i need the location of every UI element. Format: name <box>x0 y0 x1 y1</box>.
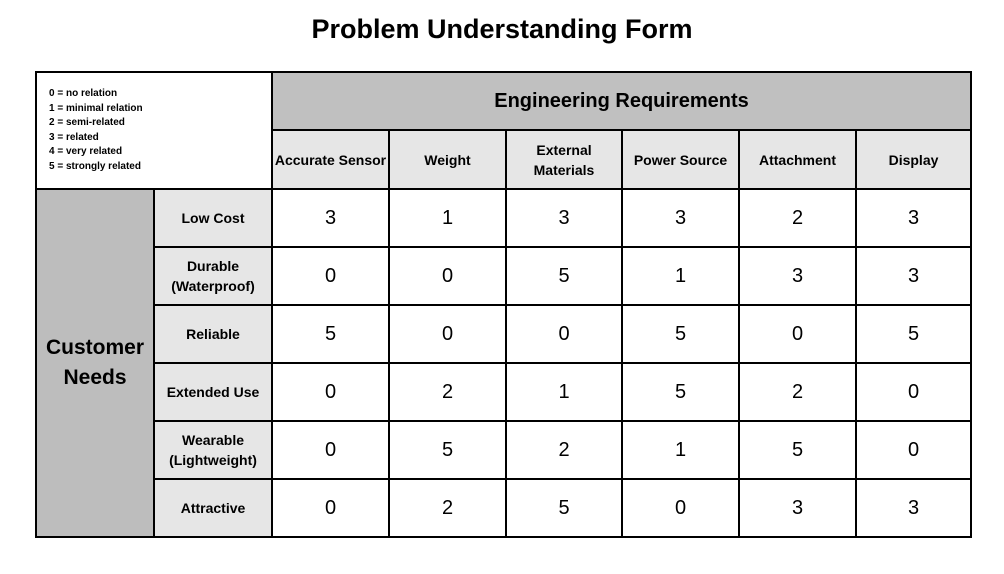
relation-value: 0 <box>621 478 740 538</box>
legend-item: 1 = minimal relation <box>49 102 143 114</box>
relation-value: 5 <box>621 304 740 364</box>
table-row: Durable (Waterproof) 0 0 5 1 3 3 <box>36 246 972 306</box>
relation-value: 3 <box>855 246 972 306</box>
relation-value: 5 <box>505 246 623 306</box>
relation-value: 3 <box>505 188 623 248</box>
relation-value: 3 <box>855 478 972 538</box>
page-title: Problem Understanding Form <box>311 14 693 44</box>
column-header: Weight <box>388 129 507 190</box>
table-row: Reliable 5 0 0 5 0 5 <box>36 304 972 364</box>
relation-value: 1 <box>505 362 623 422</box>
legend-item: 3 = related <box>49 131 99 143</box>
relation-value: 1 <box>388 188 507 248</box>
table-row: Attractive 0 2 5 0 3 3 <box>36 478 972 538</box>
row-header: Reliable <box>153 304 273 364</box>
relation-value: 1 <box>621 246 740 306</box>
column-header: Accurate Sensor <box>271 129 390 190</box>
relation-value: 2 <box>388 362 507 422</box>
legend-item: 0 = no relation <box>49 88 118 99</box>
row-header: Low Cost <box>153 188 273 248</box>
relation-value: 2 <box>388 478 507 538</box>
relation-value: 5 <box>388 420 507 480</box>
relation-value: 0 <box>271 478 390 538</box>
relation-value: 5 <box>621 362 740 422</box>
customer-needs-header: Customer Needs <box>35 188 155 538</box>
column-header: External Materials <box>505 129 623 190</box>
relation-value: 1 <box>621 420 740 480</box>
row-header: Wearable (Lightweight) <box>153 420 273 480</box>
table-row: Customer Needs Low Cost 3 1 3 3 2 3 <box>35 188 972 538</box>
row-header: Durable (Waterproof) <box>153 246 273 306</box>
relation-value: 3 <box>855 188 972 248</box>
relation-value: 5 <box>738 420 857 480</box>
relation-value: 2 <box>738 188 857 248</box>
table-row: Extended Use 0 2 1 5 2 0 <box>36 362 972 422</box>
column-header: Display <box>855 129 972 190</box>
relation-value: 0 <box>388 246 507 306</box>
engineering-requirements-header: Engineering Requirements <box>271 71 972 131</box>
legend-item: 2 = semi-related <box>49 117 125 128</box>
relation-value: 3 <box>738 478 857 538</box>
relation-value: 0 <box>271 420 390 480</box>
relation-value: 3 <box>621 188 740 248</box>
relation-matrix: 0 = no relation 1 = minimal relation 2 = s… <box>35 71 972 538</box>
legend-item: 5 = strongly related <box>49 160 141 172</box>
relation-value: 0 <box>271 246 390 306</box>
relation-value: 5 <box>505 478 623 538</box>
row-header: Attractive <box>153 478 273 538</box>
relation-value: 0 <box>855 362 972 422</box>
relation-value: 0 <box>505 304 623 364</box>
relation-value: 0 <box>271 362 390 422</box>
relation-value: 0 <box>388 304 507 364</box>
relation-value: 3 <box>271 188 390 248</box>
column-header: Power Source <box>621 129 740 190</box>
legend-item: 4 = very related <box>49 146 123 157</box>
customer-needs-label: Customer Needs <box>45 336 145 389</box>
relation-value: 3 <box>738 246 857 306</box>
table-row: Wearable (Lightweight) 0 5 2 1 5 0 <box>36 420 972 480</box>
relation-value: 0 <box>738 304 857 364</box>
legend: 0 = no relation 1 = minimal relation 2 = s… <box>35 71 273 190</box>
relation-value: 5 <box>855 304 972 364</box>
relation-value: 5 <box>271 304 390 364</box>
relation-value: 2 <box>505 420 623 480</box>
relation-value: 0 <box>855 420 972 480</box>
row-header: Extended Use <box>153 362 273 422</box>
column-header: Attachment <box>738 129 857 190</box>
relation-value: 2 <box>738 362 857 422</box>
